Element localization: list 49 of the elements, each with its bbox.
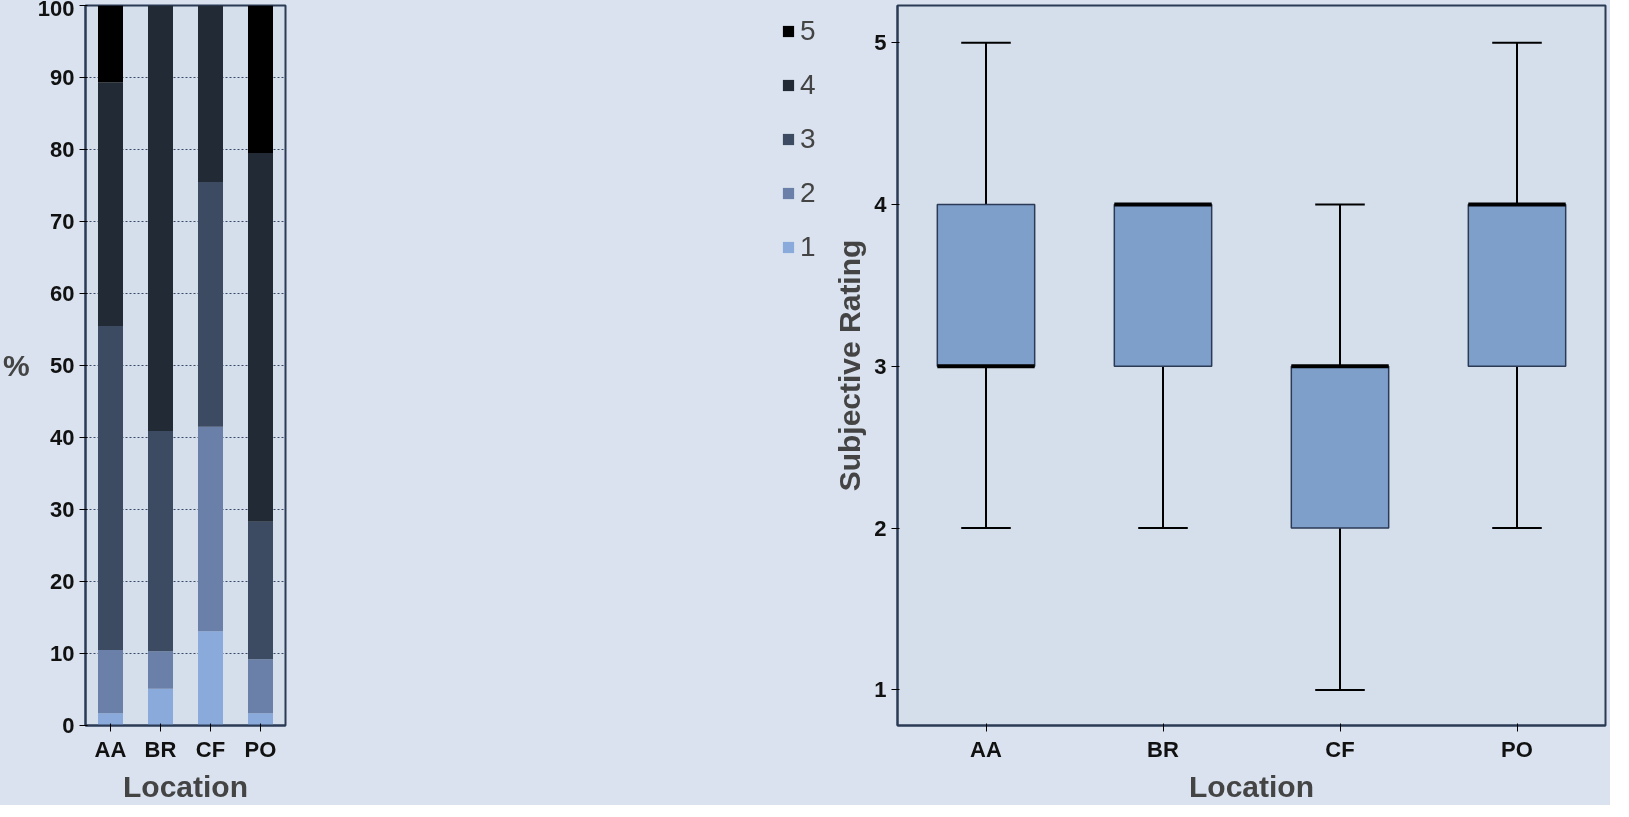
y-tick-label: 20 (50, 569, 75, 594)
bar (98, 82, 123, 326)
y-axis-title: Subjective Rating (833, 239, 867, 492)
y-tick-label: 4 (874, 192, 888, 218)
bar (198, 181, 223, 427)
x-tick-label: AA (970, 736, 1002, 762)
legend-label: 1 (800, 231, 817, 263)
legend-label: 4 (800, 69, 817, 101)
x-tick-label: CF (1325, 736, 1355, 762)
bar (198, 631, 223, 726)
bar (98, 649, 123, 714)
y-tick-label: 10 (50, 641, 75, 666)
y-tick-label: 2 (874, 515, 887, 541)
y-tick-label: 3 (874, 353, 887, 379)
bar (248, 659, 273, 714)
legend-label: 5 (800, 15, 817, 47)
x-tick-label: BR (144, 736, 177, 762)
bar (148, 5, 173, 432)
y-tick-label: 0 (62, 713, 75, 738)
bar (98, 325, 123, 650)
legend-label: 3 (800, 123, 817, 155)
y-tick-label: 100 (37, 0, 75, 21)
x-tick-label: AA (94, 736, 127, 762)
x-tick-label: PO (1501, 736, 1533, 762)
bar (248, 5, 273, 154)
bar (148, 688, 173, 726)
y-tick-label: 30 (50, 497, 75, 522)
y-tick-label: 1 (874, 677, 887, 703)
y-tick-label: 50 (50, 353, 75, 378)
x-tick-label: CF (195, 736, 226, 762)
bar (198, 5, 223, 182)
x-tick-label: PO (244, 736, 277, 762)
bar (148, 651, 173, 689)
x-axis-title: Location (1189, 769, 1314, 803)
bar (248, 713, 273, 726)
bar (98, 713, 123, 726)
y-tick-label: 70 (50, 209, 75, 234)
bar (198, 426, 223, 632)
y-axis-title: % (3, 349, 30, 382)
y-tick-label: 40 (50, 425, 75, 450)
legend-label: 2 (800, 177, 817, 209)
bar (98, 5, 123, 83)
y-tick-label: 80 (50, 137, 75, 162)
x-axis-title: Location (123, 769, 248, 803)
bar (248, 153, 273, 522)
y-tick-label: 90 (50, 65, 75, 90)
x-tick-label: BR (1147, 736, 1179, 762)
y-tick-label: 5 (874, 30, 887, 56)
y-tick-label: 60 (50, 281, 75, 306)
